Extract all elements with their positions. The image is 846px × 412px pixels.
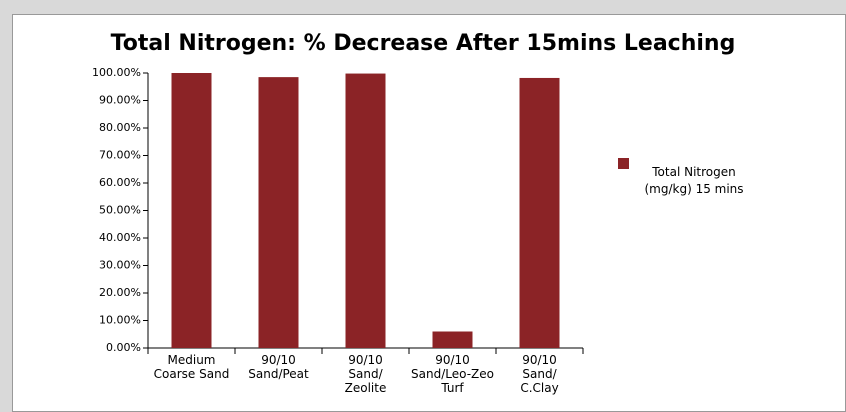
bar xyxy=(519,77,560,348)
x-tick-label-line: 90/10 xyxy=(261,353,296,367)
y-tick-label: 80.00% xyxy=(99,121,141,134)
y-tick-label: 70.00% xyxy=(99,149,141,162)
x-tick-label-line: Sand/Peat xyxy=(248,367,309,381)
x-tick-label-line: Coarse Sand xyxy=(154,367,230,381)
x-tick-label-line: Zeolite xyxy=(345,381,387,395)
y-tick-label: 20.00% xyxy=(99,286,141,299)
y-tick-label: 100.00% xyxy=(92,66,141,79)
bar xyxy=(258,77,299,348)
x-tick-label-line: 90/10 xyxy=(435,353,470,367)
y-tick-label: 10.00% xyxy=(99,314,141,327)
x-tick-label-line: Sand/Leo-Zeo xyxy=(411,367,494,381)
bar xyxy=(171,73,212,348)
x-tick-label: 90/10 Sand/Peat xyxy=(248,353,309,381)
y-tick-label: 0.00% xyxy=(106,341,141,354)
x-tick-label-line: 90/10 xyxy=(348,353,383,367)
x-tick-label: Medium Coarse Sand xyxy=(154,353,230,381)
x-tick-label-line: Sand/ xyxy=(348,367,383,381)
bar xyxy=(345,73,386,349)
x-tick-label: 90/10 Sand/Zeolite xyxy=(345,353,387,395)
legend-swatch xyxy=(618,158,629,169)
y-tick-label: 40.00% xyxy=(99,231,141,244)
x-tick-label-line: C.Clay xyxy=(520,381,558,395)
legend-label: Total Nitrogen (mg/kg) 15 mins xyxy=(644,165,744,196)
y-tick-label: 50.00% xyxy=(99,204,141,217)
x-tick-label-line: Turf xyxy=(440,381,464,395)
x-tick-label-line: Medium xyxy=(168,353,216,367)
x-tick-label: 90/10 Sand/Leo-Zeo Turf xyxy=(411,353,494,395)
x-tick-label-line: 90/10 xyxy=(522,353,557,367)
y-tick-label: 30.00% xyxy=(99,259,141,272)
chart-frame xyxy=(12,14,846,412)
chart-title: Total Nitrogen: % Decrease After 15mins … xyxy=(111,31,736,56)
y-tick-label: 60.00% xyxy=(99,176,141,189)
x-tick-label: 90/10 Sand/C.Clay xyxy=(520,353,558,395)
y-tick-label: 90.00% xyxy=(99,94,141,107)
x-tick-label-line: Sand/ xyxy=(522,367,557,381)
bar xyxy=(432,331,473,348)
